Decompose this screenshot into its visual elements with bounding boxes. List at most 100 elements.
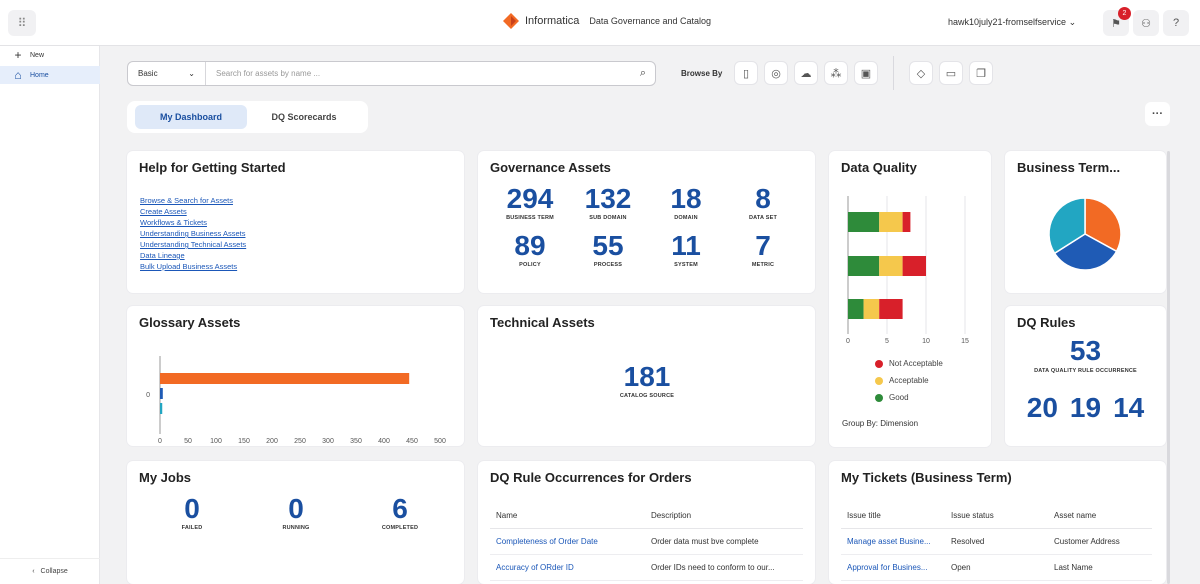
stat-label: SUB DOMAIN: [589, 215, 627, 221]
stat-system[interactable]: 11 SYSTEM: [641, 230, 731, 268]
scan-icon[interactable]: ▣: [854, 61, 878, 85]
stat-domain[interactable]: 18 DOMAIN: [641, 183, 731, 221]
stat-data-set[interactable]: 8 DATA SET: [718, 183, 808, 221]
stat-value: 0: [184, 493, 200, 524]
legend-item-good[interactable]: Good: [875, 389, 943, 406]
chevron-left-icon: ‹: [32, 568, 35, 575]
stat-metric[interactable]: 7 METRIC: [718, 230, 808, 268]
card-title: Data Quality: [841, 160, 917, 175]
card-title: Business Term...: [1017, 160, 1121, 175]
pie-slice: [1053, 233, 1118, 271]
user-icon[interactable]: ⚇: [1133, 10, 1159, 36]
dq-rule-value-1[interactable]: 20: [1026, 392, 1058, 423]
tickets-table: Issue title Issue status Asset name Mana…: [841, 504, 1152, 581]
user-menu[interactable]: hawk10july21-fromselfservice ⌄: [948, 17, 1076, 28]
stat-value: 294: [506, 183, 554, 214]
table-row[interactable]: Manage asset Busine... Resolved Customer…: [841, 528, 1152, 555]
issue-title-link[interactable]: Approval for Busines...: [841, 554, 945, 581]
bar-segment: [902, 256, 926, 276]
rule-name-link[interactable]: Completeness of Order Date: [490, 528, 645, 555]
search-input[interactable]: [206, 69, 631, 78]
legend-item-not-acceptable[interactable]: Not Acceptable: [875, 355, 943, 372]
asset-name: Customer Address: [1048, 528, 1152, 555]
glossary-chart: 0 0 50 100 150 200 250 300 350 400 450 500: [146, 356, 446, 445]
app-switcher-icon[interactable]: ⠿: [8, 10, 36, 36]
help-link[interactable]: Data Lineage: [140, 251, 185, 260]
help-icon[interactable]: ?: [1163, 10, 1189, 36]
dq-legend: Not Acceptable Acceptable Good: [875, 355, 943, 406]
informatica-logo-icon: [503, 13, 519, 29]
bar-segment: [863, 299, 880, 319]
inbox-icon[interactable]: ▭: [939, 61, 963, 85]
brand-name: Informatica: [525, 15, 580, 27]
x-tick-label: 250: [294, 438, 306, 445]
not-acceptable-swatch: [875, 359, 883, 368]
sidebar-item-home[interactable]: ⌂ Home: [0, 66, 100, 84]
dq-rule-value-2[interactable]: 19: [1069, 392, 1102, 423]
x-tick-label: 5: [885, 338, 889, 345]
help-link[interactable]: Workflows & Tickets: [140, 218, 207, 227]
stat-failed[interactable]: 0 FAILED: [147, 493, 237, 531]
collapse-button[interactable]: ‹ Collapse: [0, 558, 100, 584]
help-link[interactable]: Create Assets: [140, 207, 187, 216]
stat-value: 55: [592, 230, 624, 261]
collapse-label: Collapse: [40, 568, 68, 575]
column-header[interactable]: Asset name: [1048, 504, 1152, 529]
more-options-icon[interactable]: ···: [1145, 102, 1170, 126]
sidebar-item-label: Home: [30, 71, 49, 79]
bar-segment: [848, 299, 864, 319]
page-scrollbar[interactable]: [1167, 151, 1170, 584]
cloud-icon[interactable]: ☁: [794, 61, 818, 85]
tab-my-dashboard[interactable]: My Dashboard: [135, 105, 247, 129]
column-header[interactable]: Issue status: [945, 504, 1048, 529]
card-title: Technical Assets: [490, 315, 595, 330]
stat-label: DATA SET: [748, 215, 778, 221]
legend-label: Acceptable: [889, 376, 929, 385]
stat-label: FAILED: [181, 525, 203, 531]
book-icon[interactable]: ▯: [734, 61, 758, 85]
table-row[interactable]: Accuracy of ORder ID Order IDs need to c…: [490, 554, 803, 581]
stat-running[interactable]: 0 RUNNING: [251, 493, 341, 531]
copy-icon[interactable]: ❐: [969, 61, 993, 85]
stat-policy[interactable]: 89 POLICY: [485, 230, 575, 268]
business-term-pie: [1048, 197, 1122, 271]
stat-completed[interactable]: 6 COMPLETED: [355, 493, 445, 531]
dq-rule-occurrence[interactable]: 53 DATA QUALITY RULE OCCURRENCE: [1005, 334, 1166, 374]
bar-segment: [848, 256, 880, 276]
column-header[interactable]: Description: [645, 504, 803, 529]
help-link[interactable]: Bulk Upload Business Assets: [140, 262, 238, 271]
tag-icon[interactable]: ◇: [909, 61, 933, 85]
help-link[interactable]: Understanding Technical Assets: [140, 240, 247, 249]
sidebar-item-label: New: [30, 51, 45, 59]
chevron-down-icon: ⌄: [1068, 17, 1077, 27]
table-row[interactable]: Approval for Busines... Open Last Name: [841, 554, 1152, 581]
help-link[interactable]: Understanding Business Assets: [140, 229, 246, 238]
legend-label: Good: [889, 393, 909, 402]
stat-catalog-source[interactable]: 181 CATALOG SOURCE: [602, 361, 692, 399]
legend-item-acceptable[interactable]: Acceptable: [875, 372, 943, 389]
award-icon[interactable]: ◎: [764, 61, 788, 85]
asset-name: Last Name: [1048, 554, 1152, 581]
help-link[interactable]: Browse & Search for Assets: [140, 196, 233, 205]
search-type-select[interactable]: Basic ⌄: [128, 62, 206, 85]
column-header[interactable]: Name: [490, 504, 645, 529]
brand: Informatica Data Governance and Catalog: [503, 13, 711, 29]
toolbar-divider: [893, 56, 894, 90]
sidebar-item-new[interactable]: + New: [0, 46, 100, 64]
stat-process[interactable]: 55 PROCESS: [563, 230, 653, 268]
stat-business-term[interactable]: 294 BUSINESS TERM: [485, 183, 575, 221]
browse-by-label: Browse By: [681, 69, 723, 78]
rule-name-link[interactable]: Accuracy of ORder ID: [490, 554, 645, 581]
issue-title-link[interactable]: Manage asset Busine...: [841, 528, 945, 555]
search-icon[interactable]: ⌕: [639, 67, 647, 79]
search-bar: Basic ⌄ ⌕: [127, 61, 656, 86]
x-tick-label: 0: [158, 438, 162, 445]
stat-sub-domain[interactable]: 132 SUB DOMAIN: [563, 183, 653, 221]
tab-dq-scorecards[interactable]: DQ Scorecards: [271, 112, 337, 122]
table-row[interactable]: Completeness of Order Date Order data mu…: [490, 528, 803, 555]
rule-description: Order IDs need to conform to our...: [645, 554, 803, 581]
nodes-icon[interactable]: ⁂: [824, 61, 848, 85]
stat-label: CATALOG SOURCE: [619, 393, 675, 399]
dq-rule-value-3[interactable]: 14: [1113, 392, 1145, 423]
column-header[interactable]: Issue title: [841, 504, 945, 529]
